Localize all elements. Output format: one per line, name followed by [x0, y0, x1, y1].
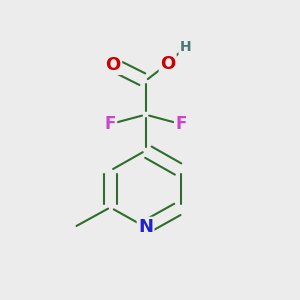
Text: F: F: [175, 115, 187, 133]
Text: H: H: [179, 40, 191, 54]
Text: O: O: [106, 56, 121, 74]
Text: O: O: [160, 55, 175, 73]
Text: N: N: [138, 218, 153, 236]
Text: F: F: [105, 115, 116, 133]
